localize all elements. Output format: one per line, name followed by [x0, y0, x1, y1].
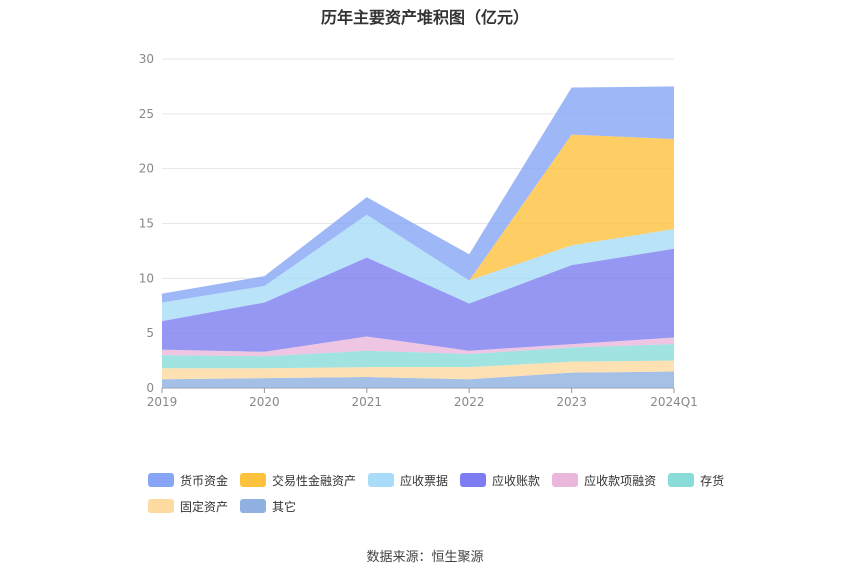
y-tick-label: 30	[139, 52, 154, 66]
area-series	[162, 248, 674, 352]
y-tick-label: 15	[139, 217, 154, 231]
legend-swatch	[668, 473, 695, 487]
legend-item[interactable]: 存货	[668, 472, 724, 488]
stacked-area-chart: 0 5 10 15 20 25 30 2019 2020 2021 2022 2023 2024Q1	[139, 52, 698, 409]
y-tick-label: 25	[139, 107, 154, 121]
legend-swatch	[460, 473, 487, 487]
legend-item[interactable]: 应收账款	[460, 472, 540, 488]
data-source: 数据来源：恒生聚源	[366, 550, 484, 565]
area-series	[162, 214, 674, 322]
legend-label: 其它	[272, 499, 297, 514]
legend-label: 应收款项融资	[584, 473, 657, 488]
legend-label: 应收账款	[492, 473, 541, 488]
area-series	[162, 344, 674, 369]
y-tick-label: 5	[146, 326, 154, 340]
legend-swatch	[148, 473, 174, 487]
legend-item[interactable]: 应收款项融资	[552, 472, 656, 488]
y-tick-label: 0	[146, 381, 154, 395]
legend-swatch	[240, 473, 267, 487]
legend-swatch	[368, 473, 395, 487]
legend-item[interactable]: 固定资产	[148, 498, 228, 514]
area-series	[162, 134, 674, 303]
chart-title: 历年主要资产堆积图（亿元）	[320, 8, 529, 27]
y-tick-label: 10	[139, 271, 154, 285]
area-series	[162, 360, 674, 380]
legend-swatch	[552, 473, 579, 487]
legend-label: 货币资金	[180, 473, 229, 488]
x-tick-label: 2023	[556, 395, 587, 409]
chart-legend: 货币资金 交易性金融资产 应收票据 应收账款 应收款项融资 存货固定资产 其它	[148, 472, 768, 524]
legend-item[interactable]: 交易性金融资产	[240, 472, 356, 488]
legend-label: 固定资产	[180, 499, 229, 514]
legend-label: 应收票据	[400, 473, 449, 488]
area-series	[162, 336, 674, 357]
x-tick-label: 2022	[454, 395, 485, 409]
legend-label: 交易性金融资产	[272, 473, 357, 488]
legend-item[interactable]: 货币资金	[148, 472, 228, 488]
x-tick-label: 2020	[249, 395, 280, 409]
area-series	[162, 86, 674, 303]
x-tick-label: 2019	[147, 395, 178, 409]
x-tick-label: 2024Q1	[650, 395, 698, 409]
legend-label: 存货	[700, 473, 725, 488]
area-series	[162, 371, 674, 388]
x-tick-label: 2021	[352, 395, 383, 409]
legend-swatch	[148, 499, 174, 513]
legend-swatch	[240, 499, 267, 513]
y-tick-label: 20	[139, 162, 154, 176]
legend-item[interactable]: 应收票据	[368, 472, 448, 488]
legend-item[interactable]: 其它	[240, 498, 296, 514]
